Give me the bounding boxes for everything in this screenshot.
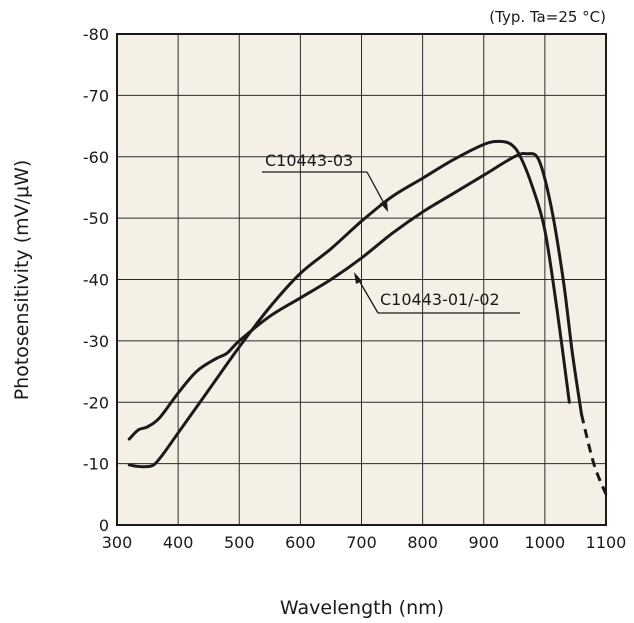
x-tick-label: 1000 xyxy=(525,533,566,552)
y-tick-label: -20 xyxy=(83,393,109,412)
series-line-c10443-01-02 xyxy=(127,151,584,441)
x-tick-labels: 300 400 500 600 700 800 900 1000 1100 xyxy=(102,533,627,552)
y-tick-label: -40 xyxy=(83,271,109,290)
x-axis-title: Wavelength (nm) xyxy=(280,597,444,619)
x-tick-label: 400 xyxy=(163,533,194,552)
annotation-leader-c10443-01-02-diagonal xyxy=(356,276,379,314)
annotation-leader-c10443-03-diagonal xyxy=(366,171,387,208)
series-label-c10443-03: C10443-03 xyxy=(265,151,353,170)
y-tick-label: 0 xyxy=(99,516,109,535)
y-tick-label: -30 xyxy=(83,332,109,351)
series-line-c10443-01-02-dashed xyxy=(580,414,608,495)
y-tick-label: -50 xyxy=(83,209,109,228)
series-label-c10443-01-02: C10443-01/-02 xyxy=(380,290,500,309)
series-annotations: C10443-03 C10443-01/-02 xyxy=(262,151,520,314)
x-tick-label: 900 xyxy=(468,533,499,552)
y-axis-title: Photosensitivity (mV/μW) xyxy=(11,160,33,401)
y-tick-label: -60 xyxy=(83,148,109,167)
x-tick-label: 600 xyxy=(285,533,316,552)
x-tick-label: 500 xyxy=(224,533,255,552)
x-tick-label: 300 xyxy=(102,533,133,552)
condition-note: (Typ. Ta=25 °C) xyxy=(489,8,606,26)
annotation-arrowhead-c10443-03 xyxy=(380,201,388,212)
annotation-arrowhead-c10443-01-02 xyxy=(354,272,362,284)
y-tick-labels: 0 -10 -20 -30 -40 -50 -60 -70 -80 xyxy=(83,25,109,535)
y-tick-label: -10 xyxy=(83,455,109,474)
y-tick-label: -80 xyxy=(83,25,109,44)
x-tick-label: 800 xyxy=(407,533,438,552)
x-tick-label: 700 xyxy=(346,533,377,552)
x-tick-label: 1100 xyxy=(586,533,627,552)
series-line-c10443-03 xyxy=(127,139,571,469)
y-tick-label: -70 xyxy=(83,86,109,105)
plot-frame xyxy=(116,33,607,526)
series-lines xyxy=(127,139,608,495)
